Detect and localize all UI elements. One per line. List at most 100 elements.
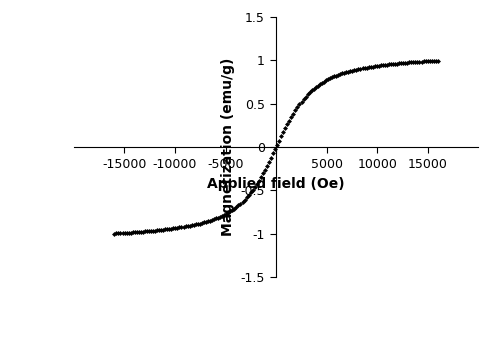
- Point: [257, 174, 265, 180]
- Point: [184, 223, 192, 229]
- Point: [137, 229, 145, 235]
- Point: [255, 178, 263, 183]
- Point: [228, 207, 236, 213]
- Point: [133, 230, 141, 235]
- Point: [430, 58, 438, 64]
- Point: [418, 59, 425, 64]
- Point: [379, 63, 387, 68]
- Point: [271, 146, 279, 152]
- Point: [349, 68, 356, 73]
- X-axis label: Applied field (Oe): Applied field (Oe): [207, 177, 345, 191]
- Point: [287, 114, 295, 120]
- Point: [139, 229, 147, 234]
- Point: [389, 61, 397, 67]
- Point: [310, 86, 317, 91]
- Point: [356, 66, 364, 71]
- Point: [432, 58, 440, 63]
- Point: [253, 181, 261, 187]
- Point: [230, 206, 238, 211]
- Point: [249, 187, 257, 192]
- Point: [322, 78, 330, 83]
- Point: [306, 90, 314, 95]
- Point: [135, 229, 143, 235]
- Point: [246, 190, 254, 195]
- Point: [371, 64, 379, 69]
- Point: [275, 138, 283, 143]
- Point: [181, 224, 189, 229]
- Point: [399, 60, 407, 66]
- Point: [318, 80, 326, 86]
- Point: [393, 61, 401, 66]
- Point: [179, 224, 187, 230]
- Point: [163, 226, 171, 232]
- Point: [208, 217, 216, 223]
- Point: [293, 104, 301, 110]
- Point: [316, 81, 324, 87]
- Point: [354, 67, 362, 72]
- Point: [224, 210, 232, 215]
- Point: [141, 229, 149, 234]
- Point: [397, 61, 405, 66]
- Point: [174, 225, 181, 231]
- Point: [409, 59, 417, 65]
- Point: [412, 59, 420, 65]
- Point: [218, 213, 226, 218]
- Point: [165, 226, 173, 232]
- Point: [365, 65, 373, 70]
- Point: [282, 126, 289, 131]
- Point: [235, 203, 243, 208]
- Point: [285, 118, 293, 123]
- Point: [298, 99, 306, 104]
- Point: [143, 228, 151, 234]
- Point: [259, 171, 267, 176]
- Point: [216, 214, 224, 219]
- Point: [245, 192, 252, 198]
- Point: [295, 102, 303, 107]
- Point: [186, 223, 194, 228]
- Point: [407, 59, 415, 65]
- Point: [324, 77, 332, 82]
- Point: [196, 221, 204, 226]
- Point: [210, 216, 218, 222]
- Point: [147, 228, 155, 234]
- Point: [112, 231, 120, 236]
- Point: [416, 59, 423, 65]
- Point: [237, 201, 245, 206]
- Point: [425, 58, 433, 64]
- Point: [347, 68, 354, 74]
- Point: [308, 88, 316, 93]
- Point: [423, 58, 431, 64]
- Point: [269, 151, 277, 156]
- Point: [233, 204, 241, 210]
- Point: [336, 71, 344, 77]
- Point: [206, 218, 214, 223]
- Point: [251, 184, 259, 190]
- Point: [222, 211, 230, 216]
- Point: [344, 69, 352, 74]
- Y-axis label: Magnetization (emu/g): Magnetization (emu/g): [221, 58, 235, 236]
- Point: [172, 225, 179, 231]
- Point: [265, 159, 273, 165]
- Point: [114, 231, 122, 236]
- Point: [403, 60, 411, 65]
- Point: [131, 230, 139, 235]
- Point: [334, 72, 342, 78]
- Point: [304, 92, 312, 97]
- Point: [212, 216, 220, 221]
- Point: [214, 215, 222, 220]
- Point: [116, 231, 124, 236]
- Point: [328, 75, 336, 80]
- Point: [123, 230, 131, 236]
- Point: [289, 111, 297, 116]
- Point: [375, 63, 383, 68]
- Point: [161, 227, 169, 232]
- Point: [153, 227, 161, 233]
- Point: [401, 60, 409, 66]
- Point: [176, 225, 183, 230]
- Point: [338, 71, 346, 76]
- Point: [145, 228, 153, 234]
- Point: [243, 195, 250, 200]
- Point: [177, 224, 185, 230]
- Point: [155, 227, 163, 233]
- Point: [125, 230, 133, 235]
